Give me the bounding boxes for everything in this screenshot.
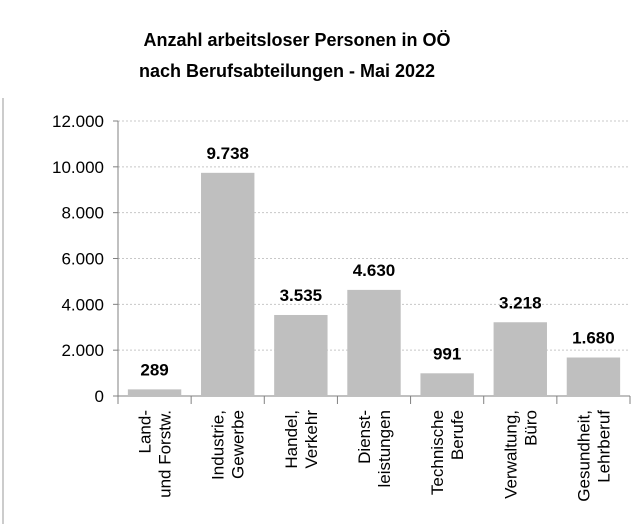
x-tick-label: leistungen	[375, 410, 394, 488]
data-label: 4.630	[353, 261, 396, 280]
y-tick-label: 6.000	[61, 250, 104, 269]
x-tick-label: Lehrberuf	[594, 410, 613, 483]
x-tick-label: Verwaltung,	[501, 410, 520, 499]
chart-title: nach Berufsabteilungen - Mai 2022	[139, 61, 435, 81]
x-tick-label: Handel,	[282, 410, 301, 469]
bar	[420, 373, 474, 396]
bar	[566, 357, 621, 396]
bar	[347, 289, 401, 396]
chart-title: Anzahl arbeitsloser Personen in OÖ	[143, 30, 450, 50]
x-tick-label: Land-	[136, 410, 155, 453]
data-label: 1.680	[572, 329, 615, 348]
x-tick-label: Gewerbe	[229, 410, 248, 479]
bar	[127, 389, 182, 396]
x-tick-label: Dienst-	[355, 410, 374, 464]
y-tick-label: 0	[95, 387, 104, 406]
x-tick-label: Büro	[521, 410, 540, 446]
data-label: 3.218	[499, 293, 542, 312]
y-tick-label: 2.000	[61, 341, 104, 360]
y-tick-label: 12.000	[52, 112, 104, 131]
y-tick-label: 4.000	[61, 295, 104, 314]
x-tick-label: Berufe	[448, 410, 467, 460]
x-tick-label: Gesundheit,	[574, 410, 593, 502]
data-label: 991	[433, 344, 461, 363]
x-tick-label: und Forstw.	[156, 410, 175, 498]
bar	[493, 322, 547, 396]
x-tick-label: Verkehr	[302, 410, 321, 469]
bar	[274, 314, 328, 396]
y-tick-label: 8.000	[61, 204, 104, 223]
x-tick-label: Industrie,	[209, 410, 228, 480]
data-label: 9.738	[206, 144, 249, 163]
data-label: 3.535	[280, 286, 323, 305]
y-tick-label: 10.000	[52, 158, 104, 177]
x-tick-label: Technische	[428, 410, 447, 495]
data-label: 289	[140, 360, 168, 379]
bar	[201, 172, 255, 396]
